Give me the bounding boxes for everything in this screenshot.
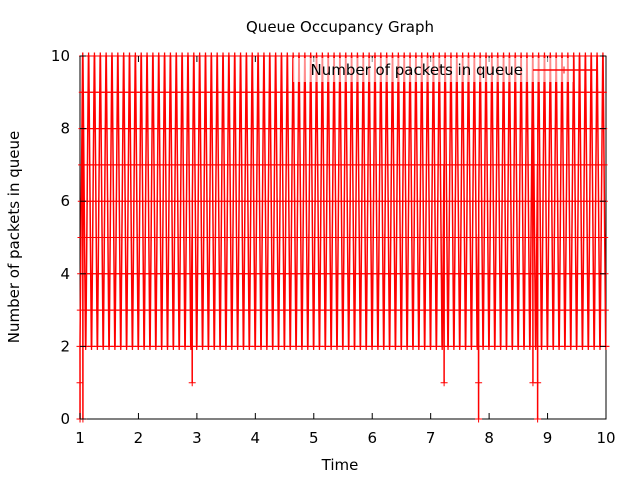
ticks-group: 1 2 3 4 5 6 7 8 9 10 0 2 4 6 8 10 <box>51 47 616 447</box>
legend-backdrop <box>293 58 573 82</box>
data-point <box>601 306 609 314</box>
data-point <box>76 379 84 387</box>
x-tick-label: 5 <box>309 429 319 447</box>
x-tick-label: 3 <box>192 429 202 447</box>
x-tick-label: 10 <box>596 429 615 447</box>
y-tick-label: 10 <box>51 47 70 65</box>
data-point <box>475 379 483 387</box>
x-tick-label: 6 <box>367 429 377 447</box>
x-tick-label: 8 <box>484 429 494 447</box>
data-point <box>534 415 542 423</box>
data-point <box>599 88 607 96</box>
y-tick-label: 8 <box>60 120 70 138</box>
legend-marker <box>560 66 568 74</box>
x-tick-label: 1 <box>75 429 85 447</box>
data-point <box>600 161 608 169</box>
x-tick-label: 9 <box>543 429 553 447</box>
data-point <box>440 379 448 387</box>
y-tick-label: 6 <box>60 192 70 210</box>
data-point <box>475 415 483 423</box>
series-line <box>79 55 607 420</box>
x-tick-label: 2 <box>134 429 144 447</box>
y-tick-label: 2 <box>60 337 70 355</box>
y-tick-label: 0 <box>60 410 70 428</box>
y-axis-label: Number of packets in queue <box>5 131 23 344</box>
legend-label: Number of packets in queue <box>311 61 524 79</box>
x-axis-label: Time <box>321 456 359 474</box>
legend: Number of packets in queue <box>293 58 596 82</box>
x-tick-label: 7 <box>426 429 436 447</box>
data-point <box>188 379 196 387</box>
data-point <box>601 234 609 241</box>
data-point <box>534 379 542 387</box>
series-group <box>76 52 610 423</box>
x-tick-label: 4 <box>251 429 261 447</box>
y-tick-label: 4 <box>60 265 70 283</box>
chart-title: Queue Occupancy Graph <box>246 18 434 36</box>
